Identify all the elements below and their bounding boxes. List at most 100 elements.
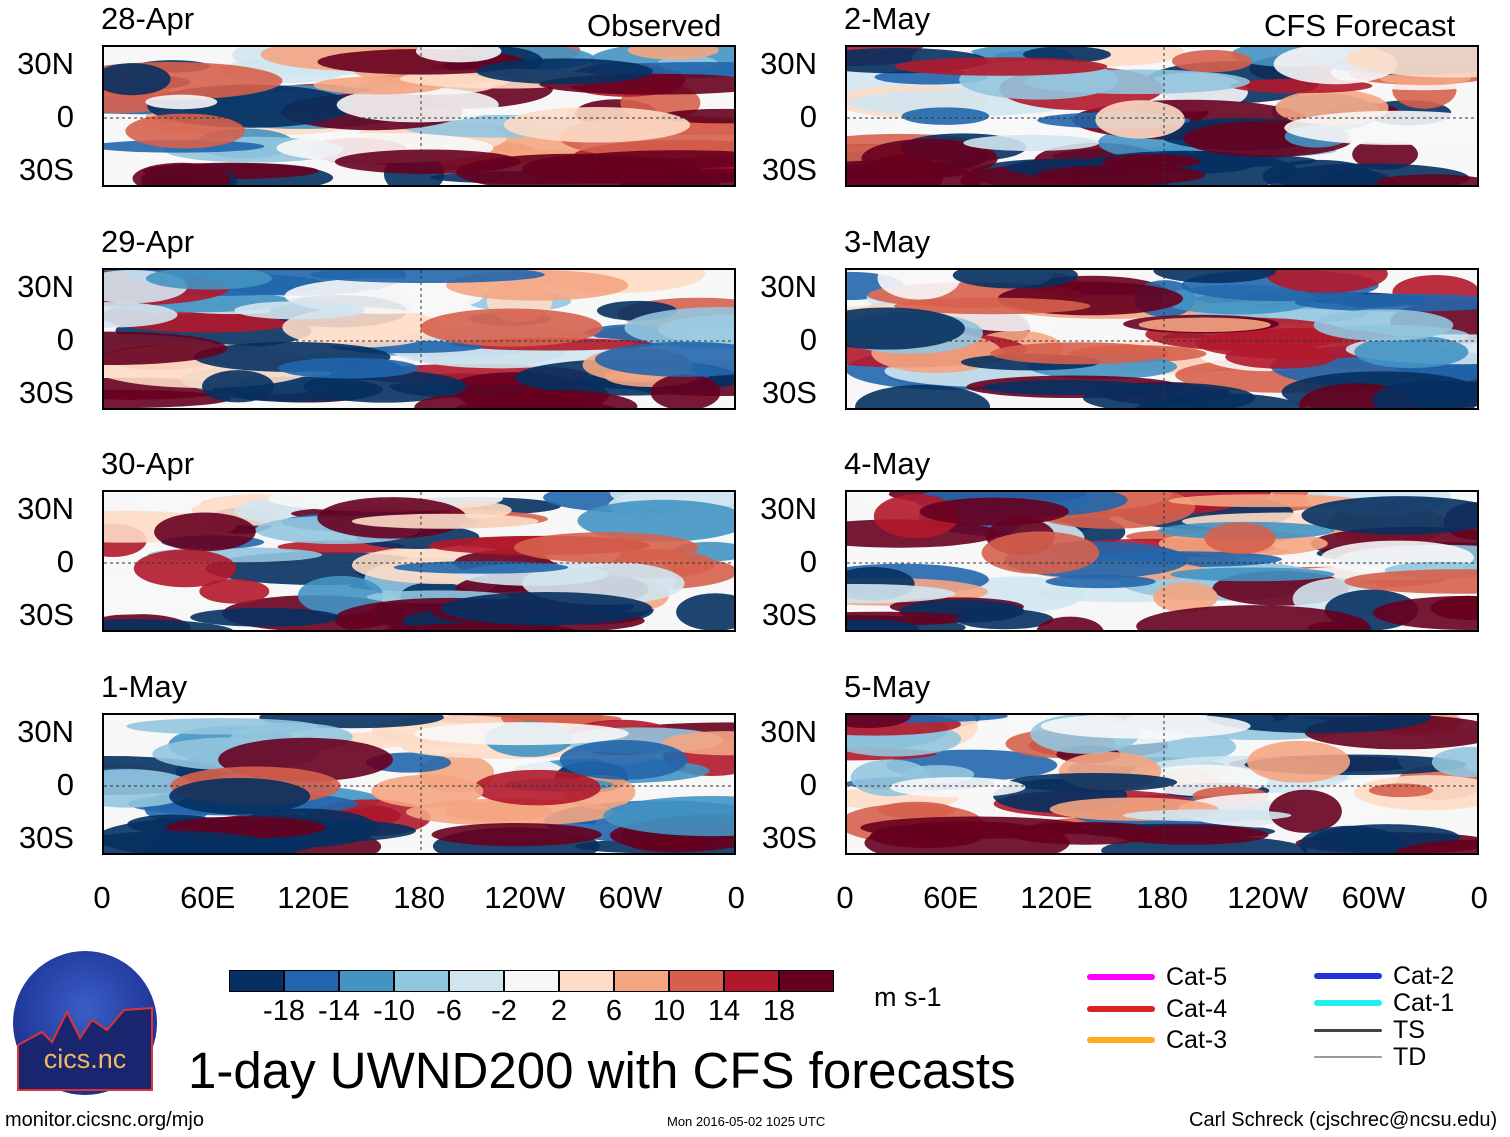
lat-label: 30N — [17, 46, 74, 81]
wind-anomaly-blob — [572, 150, 734, 169]
legend-label: Cat-5 — [1166, 963, 1228, 991]
wind-anomaly-blob — [990, 342, 1170, 365]
wind-anomaly-blob — [1399, 381, 1477, 397]
legend-label: TS — [1393, 1016, 1425, 1044]
wind-anomaly-blob — [1153, 582, 1218, 613]
wind-anomaly-blob — [1204, 522, 1276, 554]
colorbar-swatch — [449, 970, 504, 992]
wind-anomaly-blob — [104, 302, 178, 328]
footer-url: monitor.cicsnc.org/mjo — [5, 1109, 204, 1131]
wind-anomaly-blob — [145, 270, 272, 290]
wind-anomaly-blob — [234, 301, 365, 320]
lon-label: 0 — [836, 880, 854, 915]
wind-anomaly-blob — [1036, 616, 1104, 630]
wind-anomaly-blob — [310, 270, 545, 284]
lat-label: 30S — [761, 152, 817, 187]
lat-label: 0 — [56, 544, 74, 579]
wind-anomaly-blob — [889, 777, 1026, 798]
wind-anomaly-blob — [154, 512, 256, 552]
lon-label: 0 — [1470, 880, 1488, 915]
wind-anomaly-blob — [1045, 574, 1156, 589]
wind-anomaly-blob — [1008, 772, 1178, 792]
wind-anomaly-blob — [1247, 740, 1351, 783]
colorbar-label: 10 — [652, 995, 686, 1027]
colorbar-label: 14 — [707, 995, 741, 1027]
wind-anomaly-blob — [1354, 335, 1469, 369]
wind-anomaly-blob — [104, 830, 278, 853]
panel-date: 3-May — [844, 224, 931, 259]
lon-label: 0 — [93, 880, 111, 915]
wind-anomaly-blob — [595, 341, 734, 377]
wind-anomaly-blob — [190, 607, 340, 627]
lat-label: 0 — [56, 767, 74, 802]
legend-label: TD — [1393, 1043, 1427, 1071]
lat-label: 30N — [760, 714, 817, 749]
wind-anomaly-blob — [894, 297, 1091, 315]
wind-anomaly-blob — [1372, 595, 1477, 630]
wind-anomaly-blob — [855, 384, 991, 408]
legend-line-swatch — [1314, 1028, 1382, 1032]
lat-label: 30S — [18, 820, 74, 855]
wind-anomaly-blob — [847, 160, 982, 185]
colorbar-swatch — [504, 970, 559, 992]
wind-anomaly-blob — [126, 718, 319, 735]
panel-date: 2-May — [844, 1, 931, 36]
lat-label: 30S — [761, 597, 817, 632]
wind-anomaly-blob — [334, 149, 521, 174]
wind-map-panel — [102, 268, 736, 410]
lon-label: 0 — [727, 880, 745, 915]
wind-anomaly-blob — [1313, 309, 1454, 342]
wind-anomaly-blob — [877, 270, 961, 300]
wind-anomaly-blob — [1095, 100, 1185, 139]
wind-anomaly-blob — [414, 394, 503, 408]
wind-anomaly-blob — [132, 162, 231, 185]
wind-anomaly-blob — [1294, 293, 1477, 312]
wind-anomaly-blob — [963, 134, 1100, 151]
legend-line-swatch — [1087, 974, 1155, 980]
wind-anomaly-blob — [415, 47, 502, 63]
lon-label: 120W — [484, 880, 566, 915]
wind-anomaly-blob — [104, 331, 227, 365]
figure-title: 1-day UWND200 with CFS forecasts — [188, 1042, 1016, 1099]
wind-anomaly-blob — [1265, 270, 1388, 293]
lon-label: 180 — [1136, 880, 1188, 915]
wind-anomaly-blob — [1392, 839, 1477, 853]
colorbar-label: -14 — [318, 995, 360, 1027]
legend-label: Cat-2 — [1393, 962, 1455, 990]
observed-header: Observed — [587, 8, 722, 43]
wind-anomaly-blob — [1301, 496, 1477, 535]
lat-label: 30S — [18, 375, 74, 410]
lat-label: 0 — [799, 322, 817, 357]
wind-anomaly-blob — [1284, 110, 1477, 145]
wind-map-panel — [845, 45, 1479, 187]
wind-anomaly-blob — [393, 561, 569, 574]
wind-anomaly-blob — [1344, 569, 1477, 594]
wind-anomaly-blob — [1136, 605, 1370, 630]
lon-label: 60E — [180, 880, 236, 915]
panel-date: 1-May — [101, 669, 188, 704]
lat-label: 0 — [56, 322, 74, 357]
colorbar-swatch — [394, 970, 449, 992]
wind-anomaly-blob — [440, 591, 652, 626]
lat-label: 30S — [18, 597, 74, 632]
wind-anomaly-blob — [145, 94, 218, 110]
wind-anomaly-blob — [1268, 789, 1342, 833]
lon-label: 120W — [1227, 880, 1309, 915]
colorbar-label: -2 — [491, 995, 517, 1027]
panel-date: 30-Apr — [101, 446, 195, 481]
lat-label: 30N — [17, 714, 74, 749]
legend-line-swatch — [1314, 1056, 1382, 1058]
legend-line-swatch — [1087, 1005, 1155, 1012]
lon-label: 120E — [1020, 880, 1093, 915]
wind-anomaly-blob — [1376, 174, 1477, 185]
wind-anomaly-blob — [475, 390, 638, 408]
wind-anomaly-blob — [476, 58, 653, 85]
lat-label: 30N — [17, 491, 74, 526]
wind-anomaly-blob — [336, 87, 499, 123]
wind-anomaly-blob — [847, 307, 965, 350]
wind-anomaly-blob — [1225, 345, 1337, 369]
wind-anomaly-blob — [1299, 825, 1402, 853]
lat-label: 30S — [761, 820, 817, 855]
colorbar-swatch — [669, 970, 724, 992]
